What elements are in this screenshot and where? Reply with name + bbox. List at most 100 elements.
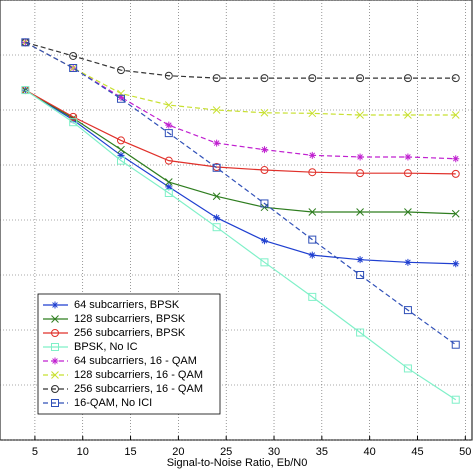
- marker: [51, 301, 59, 309]
- marker: [164, 71, 173, 80]
- marker: [356, 256, 364, 264]
- marker: [356, 271, 365, 279]
- marker: [308, 74, 317, 83]
- marker: [356, 74, 365, 83]
- marker: [51, 357, 59, 365]
- legend-label: 256 subcarriers, 16 - QAM: [74, 383, 203, 395]
- x-tick-label: 40: [364, 446, 376, 458]
- marker: [403, 364, 412, 373]
- marker: [451, 395, 460, 404]
- marker: [260, 258, 269, 267]
- x-tick-label: 30: [268, 446, 280, 458]
- series-line: [25, 89, 457, 401]
- marker: [451, 111, 460, 119]
- legend-label: BPSK, No IC: [74, 341, 138, 353]
- marker: [451, 340, 460, 349]
- x-axis-label: Signal-to-Noise Ratio, Eb/N0: [167, 457, 308, 469]
- x-tick-label: 25: [220, 446, 232, 458]
- x-tick-label: 10: [77, 446, 89, 458]
- marker: [212, 223, 221, 232]
- marker: [212, 106, 221, 114]
- x-tick-label: 50: [459, 446, 471, 458]
- marker: [117, 89, 125, 98]
- marker: [69, 64, 78, 72]
- marker: [117, 151, 125, 159]
- marker: [260, 74, 269, 83]
- marker: [21, 38, 30, 47]
- marker: [260, 146, 268, 154]
- marker: [164, 101, 173, 109]
- marker: [164, 178, 173, 186]
- marker: [260, 166, 269, 175]
- marker: [165, 183, 173, 191]
- marker: [356, 153, 364, 161]
- x-tick-label: 5: [32, 446, 38, 458]
- marker: [403, 169, 412, 178]
- marker: [404, 153, 412, 161]
- x-tick-label: 45: [411, 446, 423, 458]
- marker: [165, 121, 173, 129]
- series-line: [25, 41, 456, 160]
- marker: [213, 139, 221, 147]
- x-tick-label: 35: [316, 446, 328, 458]
- marker: [116, 94, 125, 103]
- marker: [308, 251, 316, 259]
- x-tick-label: 20: [172, 446, 184, 458]
- marker: [212, 163, 221, 172]
- marker: [116, 136, 125, 145]
- marker: [452, 155, 460, 163]
- marker: [69, 64, 78, 73]
- series-line: [25, 89, 456, 215]
- marker: [51, 385, 59, 393]
- marker: [308, 151, 316, 159]
- series-line: [25, 89, 456, 265]
- marker: [21, 86, 30, 95]
- marker: [403, 74, 412, 83]
- marker: [51, 399, 59, 407]
- marker: [117, 93, 125, 101]
- legend-label: 16-QAM, No ICI: [74, 397, 152, 409]
- marker: [212, 192, 221, 201]
- marker: [164, 188, 173, 197]
- series-line: [25, 41, 456, 79]
- legend-label: 64 subcarriers, 16 - QAM: [74, 355, 197, 367]
- marker: [404, 208, 412, 216]
- marker: [403, 306, 412, 315]
- marker: [308, 168, 317, 177]
- marker: [117, 145, 125, 154]
- marker: [308, 208, 317, 216]
- marker: [356, 328, 365, 337]
- legend-label: 128 subcarriers, 16 - QAM: [74, 369, 203, 381]
- marker: [69, 51, 78, 60]
- marker: [308, 292, 317, 301]
- marker: [260, 237, 268, 245]
- x-tick-label: 15: [124, 446, 136, 458]
- series-line: [25, 41, 457, 346]
- marker: [356, 208, 364, 216]
- legend-label: 64 subcarriers, BPSK: [74, 299, 180, 311]
- marker: [69, 118, 78, 127]
- marker: [451, 209, 460, 218]
- legend-label: 128 subcarriers, BPSK: [74, 313, 186, 325]
- marker: [213, 214, 221, 222]
- marker: [356, 111, 364, 119]
- marker: [51, 343, 59, 351]
- marker: [212, 74, 221, 83]
- marker: [69, 112, 78, 121]
- marker: [308, 235, 317, 244]
- marker: [116, 156, 125, 165]
- marker: [356, 169, 365, 178]
- marker: [308, 109, 317, 118]
- marker: [452, 260, 460, 268]
- marker: [451, 169, 460, 178]
- series-line: [25, 89, 456, 175]
- legend-box: [37, 293, 221, 415]
- marker: [404, 258, 412, 266]
- marker: [404, 111, 412, 119]
- marker: [451, 74, 460, 83]
- marker: [51, 315, 59, 323]
- series-line: [25, 41, 456, 116]
- marker: [260, 199, 269, 208]
